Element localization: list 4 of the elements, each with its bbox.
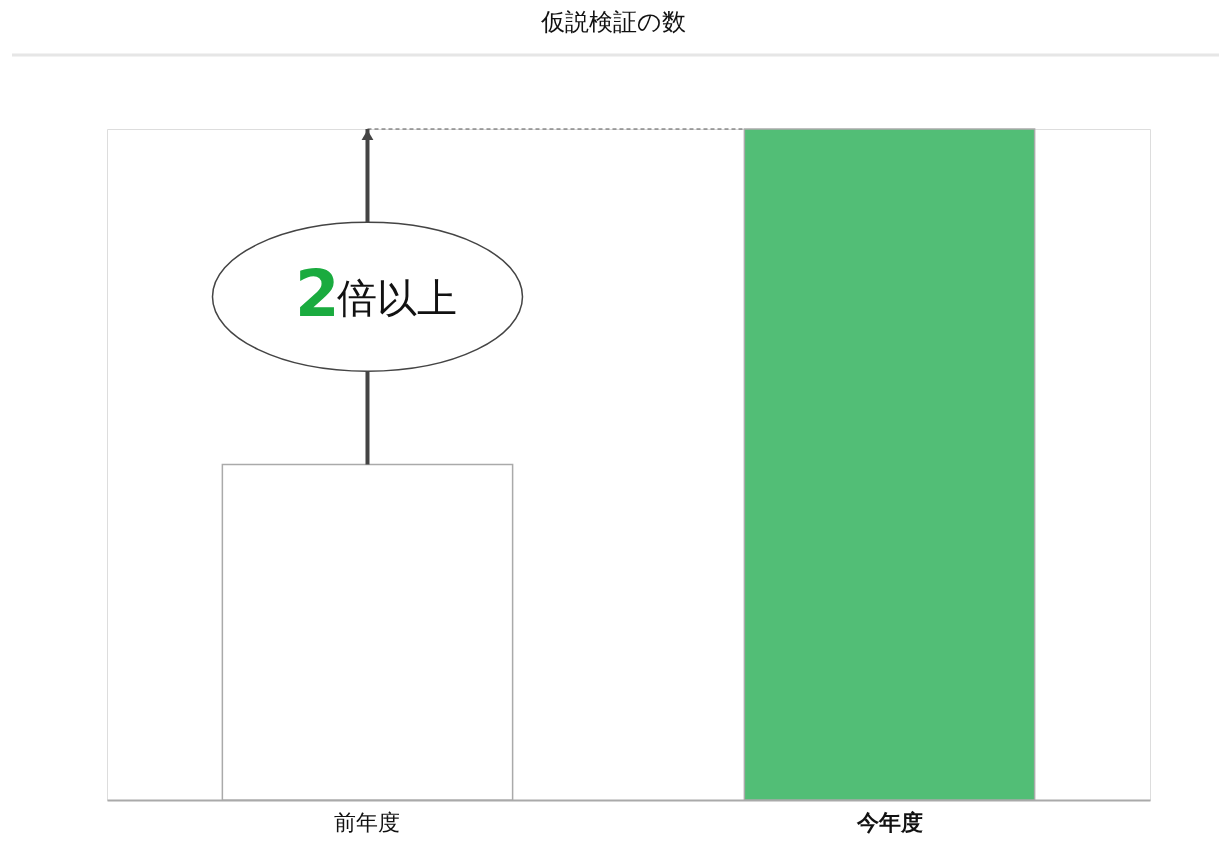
- chart-title: 仮説検証の数: [540, 8, 686, 36]
- x-tick-label: 今年度: [855, 809, 923, 835]
- annotation: 2倍以上: [294, 256, 458, 331]
- x-tick-label: 前年度: [334, 809, 401, 835]
